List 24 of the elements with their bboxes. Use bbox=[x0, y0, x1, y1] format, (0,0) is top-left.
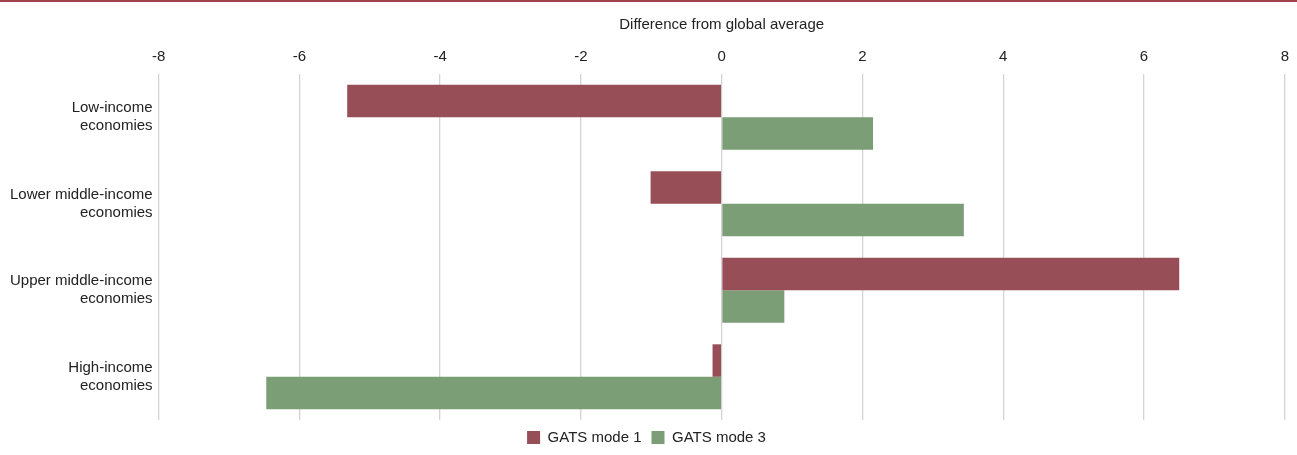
x-tick-label: 8 bbox=[1280, 47, 1289, 65]
bar bbox=[722, 203, 964, 237]
x-tick-label: -6 bbox=[292, 47, 307, 65]
x-tick-label: 6 bbox=[1139, 47, 1149, 65]
x-tick-label: 4 bbox=[999, 47, 1008, 65]
bar bbox=[722, 290, 785, 323]
x-tick-label: -4 bbox=[433, 47, 447, 65]
x-axis-title: Difference from global average bbox=[619, 15, 825, 33]
bar bbox=[722, 257, 1180, 291]
bar bbox=[650, 171, 722, 204]
x-tick-label: -2 bbox=[574, 47, 588, 65]
y-tick-label: Lower middle-income economies bbox=[10, 184, 153, 220]
y-tick-label: Low-income economies bbox=[71, 98, 153, 134]
bar bbox=[266, 376, 722, 410]
legend-label: GATS mode 3 bbox=[672, 427, 766, 445]
bar bbox=[347, 84, 722, 118]
bar bbox=[712, 344, 722, 377]
bar bbox=[722, 117, 874, 150]
x-tick-label: 2 bbox=[858, 47, 867, 65]
y-tick-label: Upper middle-income economies bbox=[10, 271, 153, 307]
legend-label: GATS mode 1 bbox=[547, 427, 642, 445]
y-tick-label: High-income economies bbox=[68, 357, 153, 393]
x-tick-label: -8 bbox=[151, 47, 166, 65]
x-tick-label: 0 bbox=[717, 47, 726, 65]
